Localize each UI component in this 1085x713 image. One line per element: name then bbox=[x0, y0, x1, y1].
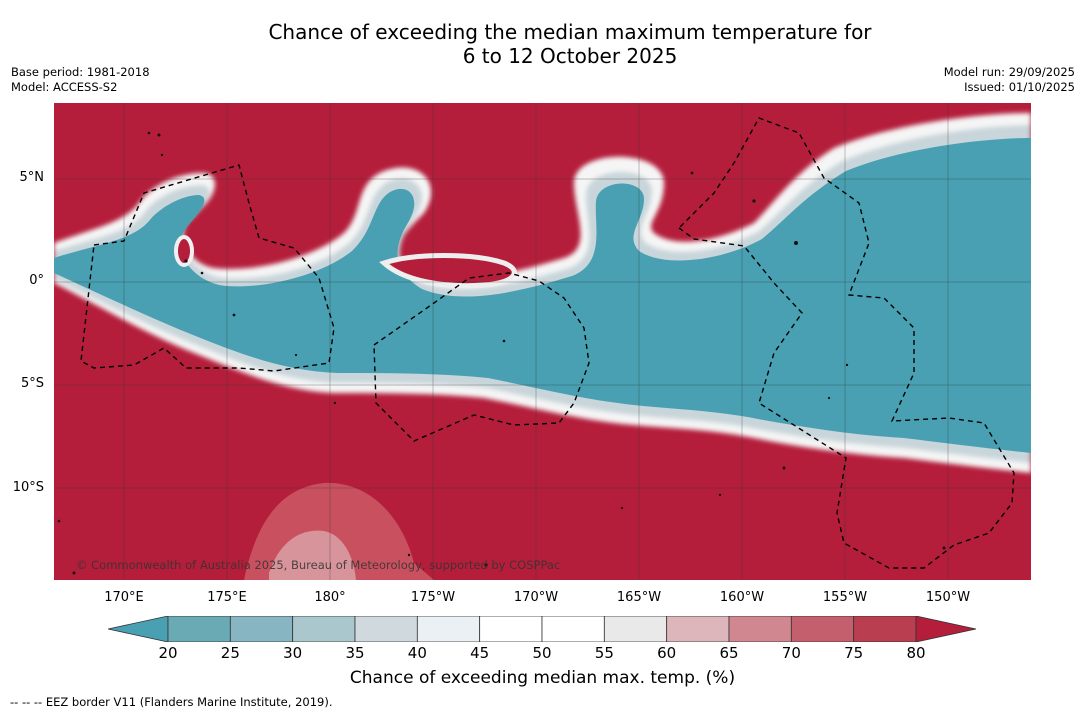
colorbar-segment bbox=[853, 616, 917, 642]
islands bbox=[57, 131, 946, 575]
lon-label: 150°W bbox=[925, 590, 971, 605]
map-panel: © Commonwealth of Australia 2025, Bureau… bbox=[54, 103, 1031, 580]
lon-label: 170°W bbox=[513, 590, 559, 605]
model-run: Model run: 29/09/2025 bbox=[943, 65, 1075, 79]
colorbar-title: Chance of exceeding median max. temp. (%… bbox=[349, 668, 736, 688]
issued-date: Issued: 01/10/2025 bbox=[964, 80, 1075, 94]
lat-label-10s: 10°S bbox=[12, 480, 44, 495]
cool-band-core bbox=[54, 138, 1031, 453]
colorbar bbox=[108, 616, 977, 642]
colorbar-tick-label: 75 bbox=[844, 644, 864, 662]
colorbar-tick-label: 35 bbox=[345, 644, 365, 662]
lon-label: 175°W bbox=[410, 590, 456, 605]
colorbar-tick-label: 30 bbox=[283, 644, 303, 662]
colorbar-segment bbox=[479, 616, 543, 642]
colorbar-segment bbox=[728, 616, 792, 642]
warm-pocket bbox=[174, 235, 194, 267]
title-line-1: Chance of exceeding the median maximum t… bbox=[268, 20, 872, 44]
map-canvas bbox=[54, 103, 1031, 580]
graticule bbox=[54, 103, 1031, 580]
colorbar-segment bbox=[666, 616, 730, 642]
eez-footnote: -- -- -- EEZ border V11 (Flanders Marine… bbox=[10, 695, 333, 709]
lon-label: 170°E bbox=[104, 590, 144, 605]
colorbar-tick-label: 80 bbox=[906, 644, 926, 662]
colorbar-segment bbox=[229, 616, 294, 642]
colorbar-segment bbox=[603, 616, 668, 642]
colorbar-high-extension bbox=[915, 616, 977, 642]
lon-label: 175°E bbox=[207, 590, 247, 605]
eez-borders bbox=[80, 117, 1015, 569]
warm-intrusion-edge bbox=[379, 253, 517, 289]
colorbar-segment bbox=[416, 616, 481, 642]
run-info: Model run: 29/09/2025 Issued: 01/10/2025 bbox=[944, 65, 1075, 95]
colorbar-tick-label: 65 bbox=[719, 644, 739, 662]
model-info: Base period: 1981-2018 Model: ACCESS-S2 bbox=[11, 65, 150, 95]
lon-label: 155°W bbox=[822, 590, 868, 605]
colorbar-tick-label: 25 bbox=[220, 644, 240, 662]
colorbar-segment bbox=[292, 616, 356, 642]
colorbar-tick-label: 70 bbox=[781, 644, 801, 662]
colorbar-segment bbox=[354, 616, 418, 642]
warm-anomaly-blob-inner bbox=[269, 530, 356, 580]
colorbar-tick-label: 40 bbox=[407, 644, 427, 662]
lat-label-5s: 5°S bbox=[20, 376, 44, 391]
lon-label: 180° bbox=[314, 590, 346, 605]
colorbar-tick-label: 20 bbox=[158, 644, 178, 662]
copyright-notice: © Commonwealth of Australia 2025, Bureau… bbox=[76, 558, 561, 572]
map-title: Chance of exceeding the median maximum t… bbox=[0, 20, 1085, 68]
colorbar-tick-label: 60 bbox=[657, 644, 677, 662]
colorbar-tick-label: 50 bbox=[532, 644, 552, 662]
lat-label-5n: 5°N bbox=[19, 170, 45, 185]
colorbar-segment bbox=[790, 616, 855, 642]
lon-label: 165°W bbox=[616, 590, 662, 605]
colorbar-tick-label: 45 bbox=[470, 644, 490, 662]
colorbar-segment bbox=[541, 616, 605, 642]
base-period: Base period: 1981-2018 bbox=[11, 65, 150, 79]
lon-label: 160°W bbox=[719, 590, 765, 605]
title-line-2: 6 to 12 October 2025 bbox=[462, 44, 678, 68]
model-name: Model: ACCESS-S2 bbox=[11, 80, 118, 94]
colorbar-low-extension bbox=[108, 616, 169, 642]
colorbar-tick-label: 55 bbox=[594, 644, 614, 662]
colorbar-segment bbox=[167, 616, 231, 642]
lat-label-0: 0° bbox=[29, 273, 44, 288]
colorbar-segments bbox=[167, 616, 917, 642]
